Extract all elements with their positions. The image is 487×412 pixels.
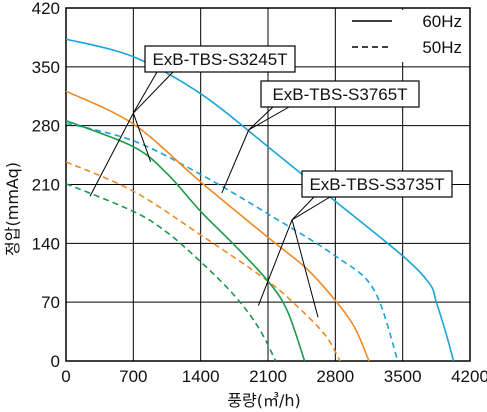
x-tick-label: 1400: [182, 367, 220, 386]
model-callout-box: [144, 45, 296, 73]
callout-leader: [132, 71, 158, 114]
series-line-3: [65, 90, 370, 362]
series-line-4: [65, 161, 341, 362]
model-callout-box: [301, 170, 453, 198]
x-tick-label: 4200: [451, 367, 487, 386]
legend-background: [344, 10, 468, 62]
legend-label: 50Hz: [422, 38, 462, 57]
x-tick-label: 3500: [384, 367, 422, 386]
model-callout-label: ExB-TBS-S3765T: [272, 85, 407, 104]
callout-leader: [248, 106, 290, 131]
callout-leader: [291, 196, 315, 221]
callout-leader: [248, 106, 274, 131]
callout-leader: [89, 112, 134, 197]
series-line-2: [65, 122, 399, 362]
y-tick-label: 0: [51, 352, 60, 371]
x-tick-label: 0: [61, 367, 70, 386]
model-callout-box: [260, 80, 420, 108]
legend-label: 60Hz: [422, 12, 462, 31]
series-line-5: [65, 119, 306, 362]
model-callout-label: ExB-TBS-S3735T: [309, 175, 444, 194]
callout-leader: [257, 219, 293, 306]
x-tick-label: 2800: [316, 367, 354, 386]
x-tick-label: 700: [119, 367, 147, 386]
model-callout-label: ExB-TBS-S3245T: [152, 50, 287, 69]
x-axis-title: 풍량(㎥/h): [227, 391, 300, 410]
callout-leader: [132, 71, 174, 114]
x-tick-label: 2100: [249, 367, 287, 386]
callout-leader: [132, 112, 152, 162]
callout-leader: [221, 129, 250, 194]
y-tick-label: 70: [41, 293, 60, 312]
y-axis-title: 정압(mmAq): [3, 162, 22, 256]
y-tick-label: 280: [32, 117, 60, 136]
callout-leader: [291, 196, 331, 221]
y-tick-label: 350: [32, 58, 60, 77]
callout-leader: [291, 219, 319, 318]
y-tick-label: 140: [32, 234, 60, 253]
y-tick-label: 210: [32, 176, 60, 195]
series-line-6: [65, 182, 277, 362]
y-tick-label: 420: [32, 0, 60, 18]
